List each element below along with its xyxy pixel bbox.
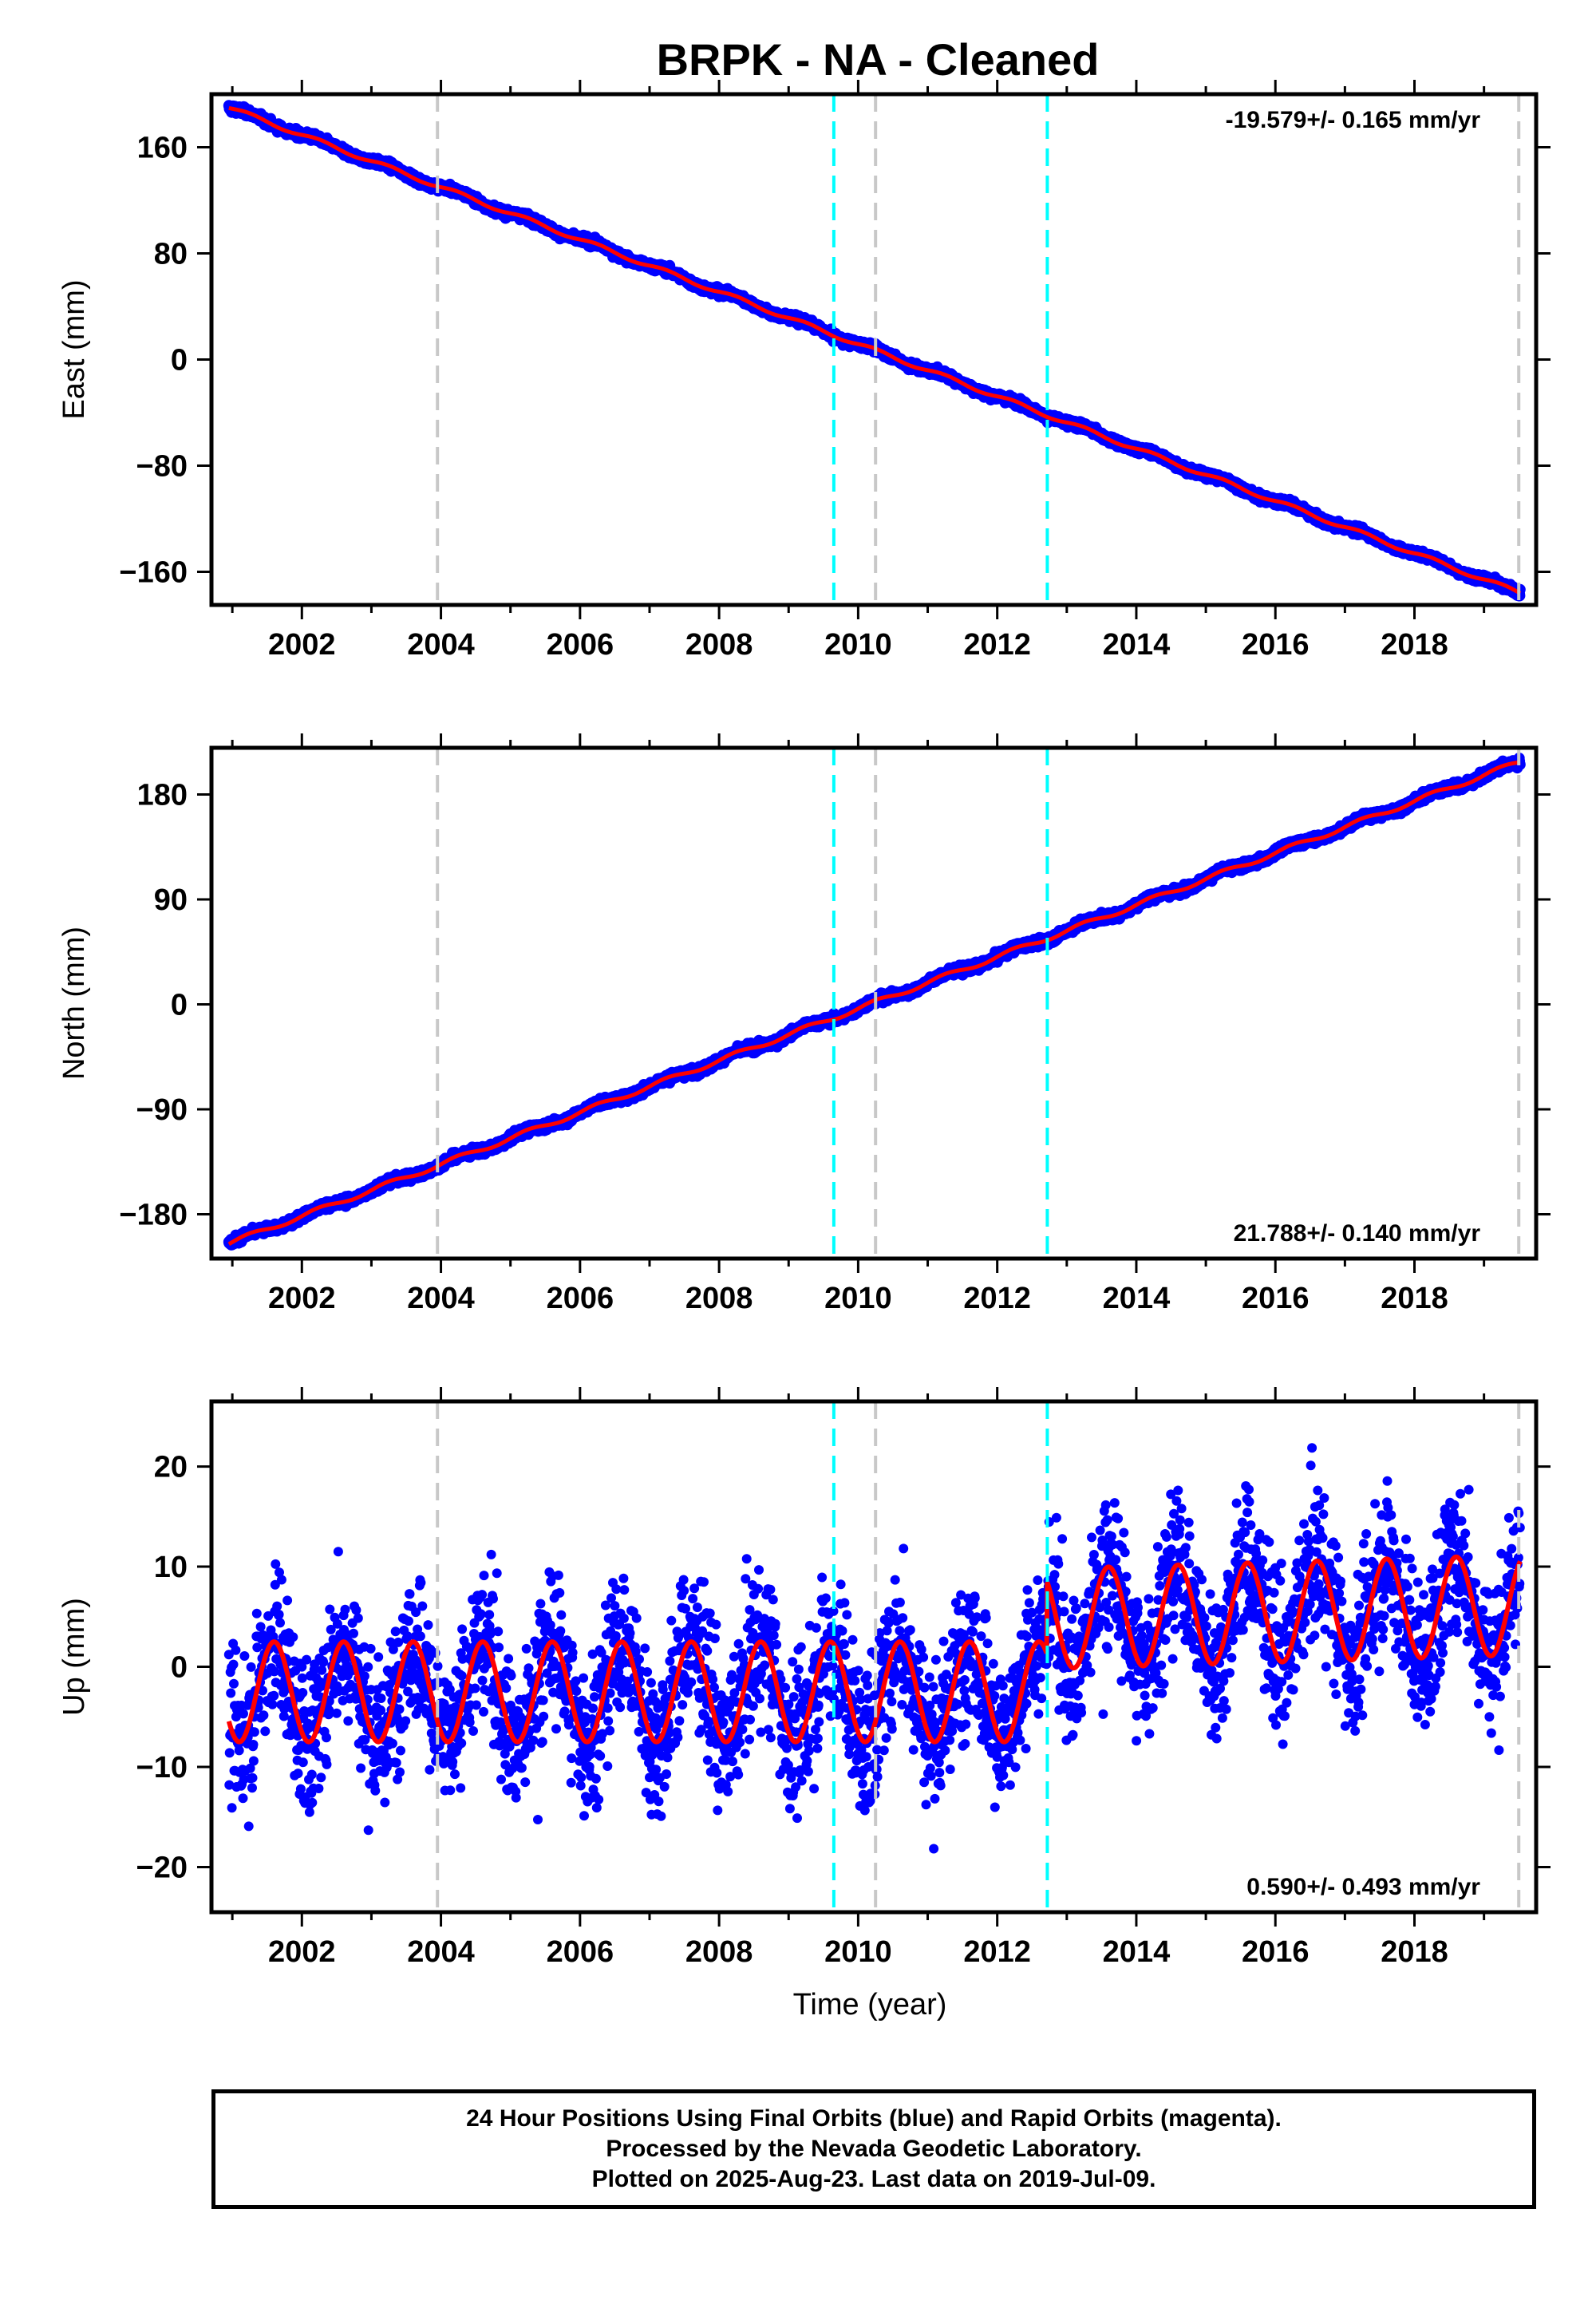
y-tick-label: 80 (154, 237, 188, 271)
y-axis-label: East (mm) (57, 279, 91, 419)
y-tick-label: −80 (136, 449, 188, 483)
y-tick-label: 160 (137, 131, 188, 164)
x-tick-label: 2010 (824, 628, 892, 662)
x-tick-label: 2016 (1242, 628, 1310, 662)
east-panel: 2002 2004 2006 2008 2010 2012 2014 2016 2018 160 8… (57, 80, 1551, 662)
y-tick-label: 0 (171, 343, 188, 377)
north-panel: 2002 2004 2006 2008 2010 2012 2014 2016 20181809… (57, 733, 1551, 1315)
x-tick-label: 2018 (1381, 628, 1448, 662)
x-tick-label: 2002 (268, 628, 336, 662)
x-tick-label: 2006 (547, 628, 614, 662)
x-tick-label: 2008 (685, 628, 753, 662)
x-tick-label: 2012 (963, 628, 1031, 662)
x-tick-label: 2014 (1103, 628, 1171, 662)
rate-label: -19.579+/- 0.165 mm/yr (1226, 107, 1481, 133)
x-tick-label: 2004 (407, 628, 475, 662)
y-tick-label: −160 (119, 555, 188, 589)
page-title: BRPK - NA - Cleaned (656, 34, 1100, 85)
